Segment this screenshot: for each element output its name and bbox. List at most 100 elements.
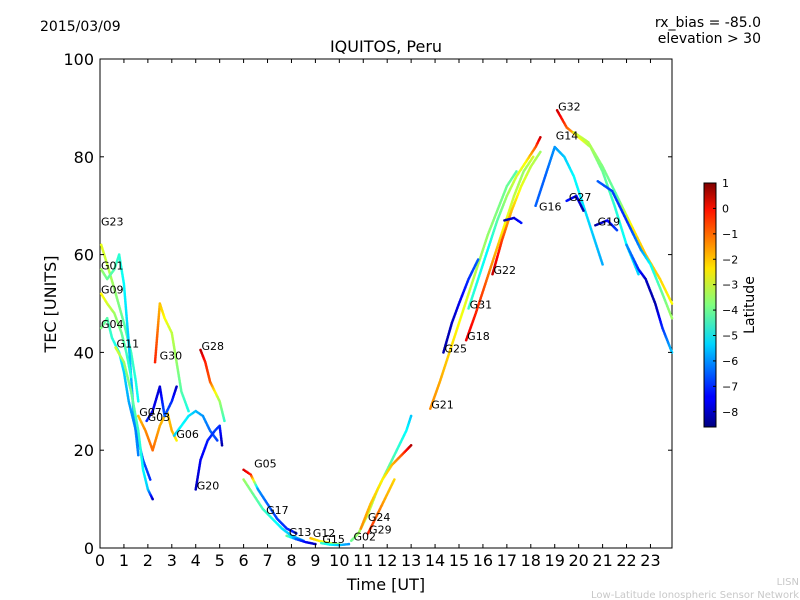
series-G30 [153, 302, 190, 413]
x-tick-label: 6 [239, 551, 249, 570]
data-point [670, 316, 674, 320]
data-point [539, 150, 542, 154]
series-G06 [172, 409, 219, 442]
x-tick-label: 11 [353, 551, 373, 570]
satellite-label: G04 [101, 318, 124, 331]
x-tick-label: 9 [310, 551, 320, 570]
date-label: 2015/03/09 [40, 19, 121, 35]
series-G27 [565, 194, 585, 212]
satellite-label: G19 [598, 215, 621, 228]
data-point [637, 272, 640, 276]
data-point [519, 221, 523, 225]
y-tick-label: 20 [74, 441, 94, 460]
data-point [476, 258, 480, 261]
y-tick-label: 0 [84, 539, 94, 558]
series-G31 [467, 135, 542, 310]
satellite-label: G17 [266, 504, 289, 517]
plot-frame [99, 58, 673, 549]
satellite-label: G20 [197, 479, 220, 492]
data-point [539, 135, 542, 139]
satellite-label: G11 [117, 338, 140, 351]
series-G13 [285, 534, 317, 546]
data-point [151, 497, 154, 501]
x-tick-label: 14 [425, 551, 445, 570]
x-tick-label: 8 [286, 551, 296, 570]
x-tick-label: 15 [449, 551, 469, 570]
data-point [220, 444, 224, 447]
satellite-label: G14 [556, 130, 579, 143]
data-point [531, 155, 535, 159]
y-tick-label: 100 [63, 50, 94, 69]
series-G28 [199, 348, 226, 423]
y-axis-ticks: 0 20 40 60 80 100 [63, 50, 672, 558]
series-G09 [99, 292, 133, 379]
x-tick-label: 0 [95, 551, 105, 570]
satellite-label: G15 [322, 533, 345, 546]
satellite-label: G16 [539, 201, 562, 214]
colorbar-ticks: 1 0 −1 −2 −3 −4 −5 −6 −7 −8 [713, 177, 738, 419]
satellite-label: G24 [368, 511, 391, 524]
satellite-label: G09 [101, 284, 124, 297]
series-layer [99, 109, 674, 547]
data-point [223, 419, 226, 423]
colorbar: 1 0 −1 −2 −3 −4 −5 −6 −7 −8 Latitude [703, 177, 758, 428]
satellite-label: G02 [353, 531, 376, 544]
data-point [409, 444, 413, 447]
colorbar-label: Latitude [742, 276, 758, 334]
x-tick-label: 19 [545, 551, 565, 570]
data-point [615, 228, 619, 232]
elevation-label: elevation > 30 [658, 31, 761, 47]
data-point [409, 414, 413, 418]
data-point [347, 542, 351, 546]
x-tick-label: 23 [640, 551, 660, 570]
watermark-network: Low-Latitude Ionospheric Sensor Network [591, 590, 799, 600]
x-tick-label: 16 [473, 551, 493, 570]
x-tick-label: 2 [143, 551, 153, 570]
colorbar-tick-label: −8 [722, 406, 738, 419]
x-tick-label: 22 [616, 551, 636, 570]
satellite-label: G18 [467, 330, 490, 343]
satellite-label: G25 [444, 342, 467, 355]
satellite-label: G01 [101, 259, 124, 272]
watermark-lisn: LISN [777, 577, 799, 588]
data-point [129, 375, 133, 379]
series-G07 [136, 409, 178, 452]
series-G03 [145, 385, 178, 423]
satellite-label: G05 [254, 457, 277, 470]
x-tick-label: 4 [191, 551, 201, 570]
data-point [582, 209, 585, 212]
satellite-label: G32 [558, 100, 581, 113]
satellite-label: G12 [313, 527, 336, 540]
x-tick-label: 12 [377, 551, 397, 570]
satellite-label: G30 [160, 350, 183, 363]
rx-bias-label: rx_bias = -85.0 [655, 15, 761, 31]
data-point [294, 532, 298, 535]
colorbar-tick-label: −3 [722, 279, 738, 292]
satellite-label: G06 [176, 428, 199, 441]
x-tick-label: 10 [329, 551, 349, 570]
x-tick-label: 20 [568, 551, 588, 570]
satellite-label: G27 [569, 191, 592, 204]
satellite-label: G23 [101, 215, 124, 228]
series-G29 [366, 478, 396, 535]
satellite-label: G29 [369, 523, 392, 536]
series-G11 [114, 346, 154, 501]
series-G02 [349, 414, 413, 542]
satellite-label: G21 [431, 399, 454, 412]
x-tick-label: 18 [521, 551, 541, 570]
series-G14 [534, 145, 604, 266]
data-point [670, 302, 674, 305]
y-tick-label: 80 [74, 148, 94, 167]
y-axis-label: TEC [UNITS] [41, 256, 60, 354]
series-G25 [442, 258, 480, 354]
data-point [148, 478, 152, 481]
colorbar-tick-label: −7 [722, 380, 738, 393]
chart-title: IQUITOS, Peru [330, 37, 442, 56]
series-G04 [99, 316, 152, 481]
series-G26 [625, 243, 674, 354]
series-G19 [594, 219, 619, 232]
x-tick-label: 17 [497, 551, 517, 570]
